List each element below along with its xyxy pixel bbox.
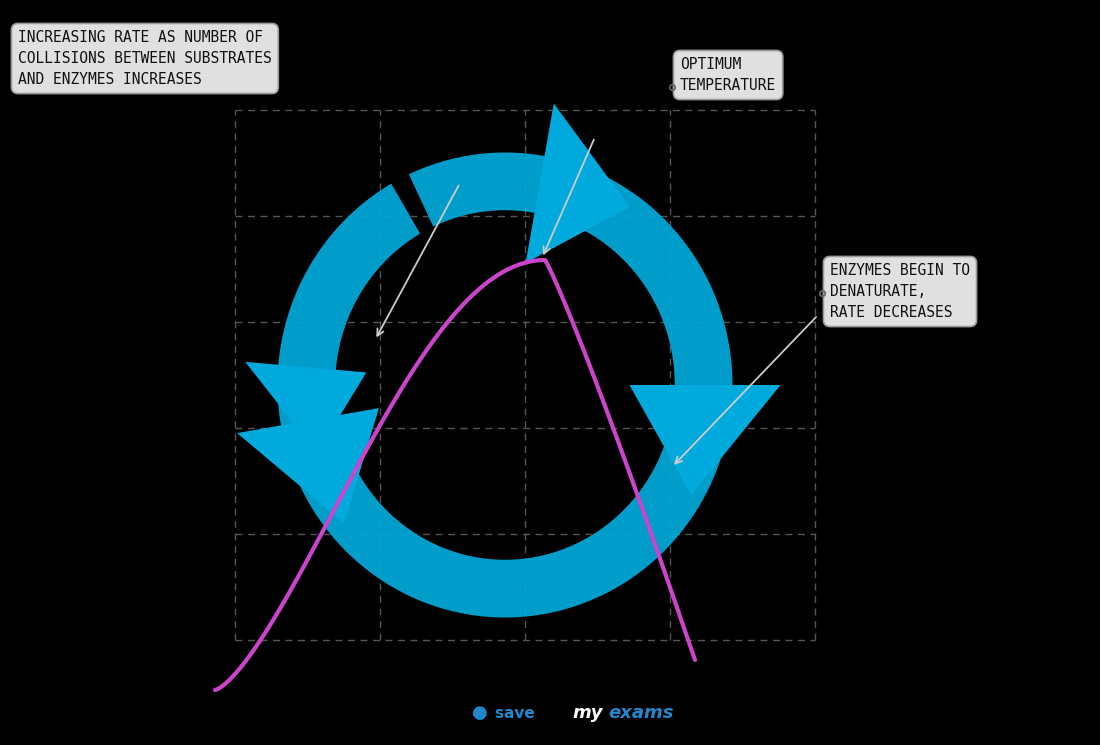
Polygon shape <box>238 408 378 523</box>
Text: INCREASING RATE AS NUMBER OF
COLLISIONS BETWEEN SUBSTRATES
AND ENZYMES INCREASES: INCREASING RATE AS NUMBER OF COLLISIONS … <box>18 30 272 87</box>
Polygon shape <box>526 104 629 263</box>
Text: ●: ● <box>472 704 494 722</box>
Text: exams: exams <box>608 704 673 722</box>
Text: OPTIMUM
TEMPERATURE: OPTIMUM TEMPERATURE <box>680 57 777 93</box>
Polygon shape <box>629 385 781 495</box>
Text: ENZYMES BEGIN TO
DENATURATE,
RATE DECREASES: ENZYMES BEGIN TO DENATURATE, RATE DECREA… <box>830 263 970 320</box>
Polygon shape <box>277 153 733 618</box>
Polygon shape <box>245 362 366 454</box>
Text: save: save <box>495 706 540 720</box>
Text: my: my <box>572 704 603 722</box>
